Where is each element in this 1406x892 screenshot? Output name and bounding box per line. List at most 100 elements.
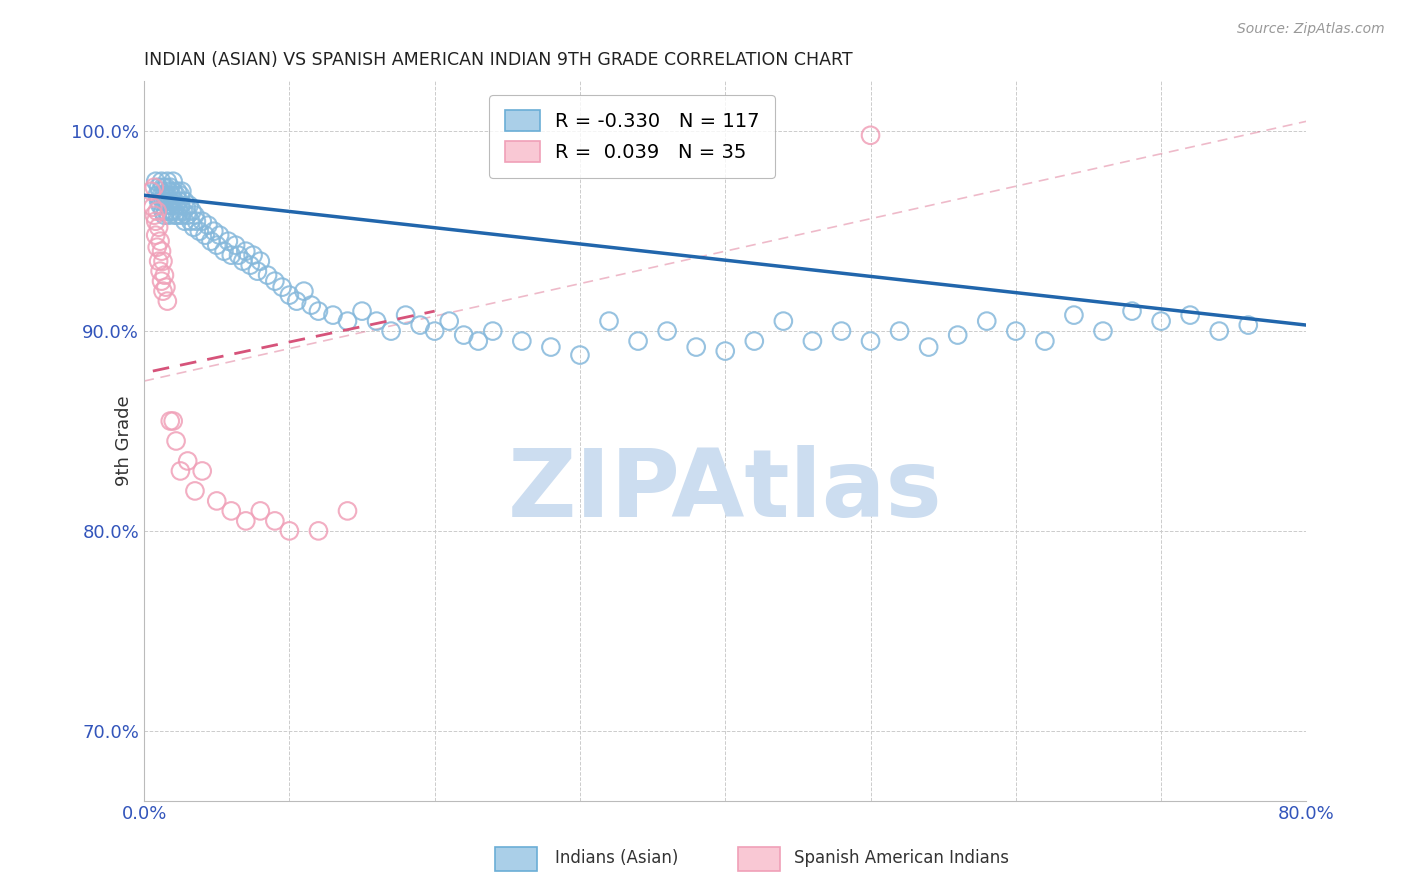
Point (742, 334, 765, 348)
Point (152, 204, 174, 219)
Point (165, 434, 187, 448)
Point (150, 174, 173, 188)
Point (249, 254, 271, 268)
Point (246, 264, 269, 278)
Point (859, 128, 882, 143)
Point (150, 188, 173, 202)
Point (194, 228, 217, 243)
Point (146, 240, 169, 254)
Text: ZIPAtlas: ZIPAtlas (508, 445, 942, 537)
Point (148, 220, 170, 235)
Point (148, 254, 170, 268)
Point (160, 188, 183, 202)
Point (142, 200, 165, 214)
Point (165, 188, 187, 202)
Point (202, 224, 225, 238)
Point (159, 204, 181, 219)
Point (149, 198, 172, 212)
Point (169, 464, 191, 478)
Point (184, 483, 207, 498)
Point (263, 514, 285, 528)
Point (271, 280, 294, 294)
Point (176, 454, 198, 468)
Point (540, 340, 562, 354)
Point (208, 228, 231, 243)
Point (217, 234, 239, 248)
Point (170, 184, 193, 198)
Point (568, 348, 591, 362)
Point (307, 524, 329, 538)
Point (163, 208, 186, 222)
Point (162, 204, 184, 219)
Point (350, 304, 373, 318)
Point (167, 204, 190, 219)
Point (627, 334, 650, 348)
Point (801, 334, 824, 348)
Point (184, 208, 207, 222)
Point (167, 194, 190, 209)
Point (467, 334, 489, 348)
Point (159, 180, 181, 194)
Point (183, 220, 205, 235)
Point (256, 268, 278, 282)
Point (169, 198, 191, 212)
Text: Indians (Asian): Indians (Asian) (555, 849, 679, 867)
Point (173, 214, 195, 228)
Point (186, 214, 208, 228)
Point (191, 464, 214, 478)
Point (174, 200, 197, 214)
Point (278, 288, 301, 302)
Point (1063, 308, 1085, 322)
Point (830, 324, 852, 338)
Point (157, 208, 180, 222)
Point (1237, 318, 1260, 332)
Point (152, 180, 174, 194)
Point (200, 234, 222, 248)
Legend: R = -0.330   N = 117, R =  0.039   N = 35: R = -0.330 N = 117, R = 0.039 N = 35 (489, 95, 775, 178)
Point (170, 208, 193, 222)
Point (655, 324, 678, 338)
Point (481, 324, 503, 338)
Point (156, 294, 179, 309)
Point (510, 334, 533, 348)
Point (152, 194, 174, 209)
Point (163, 194, 186, 209)
Point (219, 504, 242, 518)
Point (162, 184, 184, 198)
Point (772, 314, 794, 328)
Point (205, 494, 228, 508)
Point (336, 314, 359, 328)
Point (380, 324, 402, 338)
Point (1091, 324, 1114, 338)
Point (232, 254, 254, 268)
Point (235, 514, 257, 528)
Point (285, 294, 308, 309)
Point (239, 258, 262, 272)
Point (169, 188, 191, 202)
Point (366, 314, 388, 328)
Point (165, 198, 187, 212)
Point (188, 224, 211, 238)
Point (409, 318, 432, 332)
Point (159, 414, 181, 428)
Point (1004, 324, 1026, 338)
Point (859, 334, 882, 348)
Point (153, 188, 176, 202)
Point (155, 280, 177, 294)
Point (598, 314, 620, 328)
Point (1208, 324, 1230, 338)
Point (150, 244, 173, 259)
Point (149, 234, 172, 248)
Point (143, 180, 166, 194)
Point (307, 304, 329, 318)
Point (156, 174, 179, 188)
Point (157, 198, 180, 212)
Text: Spanish American Indians: Spanish American Indians (794, 849, 1010, 867)
Point (166, 184, 188, 198)
Point (299, 298, 322, 312)
Point (141, 184, 163, 198)
Point (145, 228, 167, 243)
Point (156, 188, 179, 202)
Point (162, 174, 184, 188)
Point (146, 188, 169, 202)
